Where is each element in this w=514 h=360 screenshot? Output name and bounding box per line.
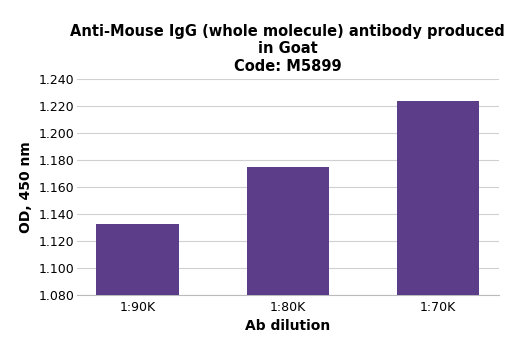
Bar <box>96 224 179 295</box>
Bar <box>247 167 329 295</box>
Title: Anti-Mouse IgG (whole molecule) antibody produced
in Goat
Code: M5899: Anti-Mouse IgG (whole molecule) antibody… <box>70 24 505 74</box>
X-axis label: Ab dilution: Ab dilution <box>245 319 331 333</box>
Y-axis label: OD, 450 nm: OD, 450 nm <box>19 141 33 233</box>
Bar <box>397 101 480 295</box>
